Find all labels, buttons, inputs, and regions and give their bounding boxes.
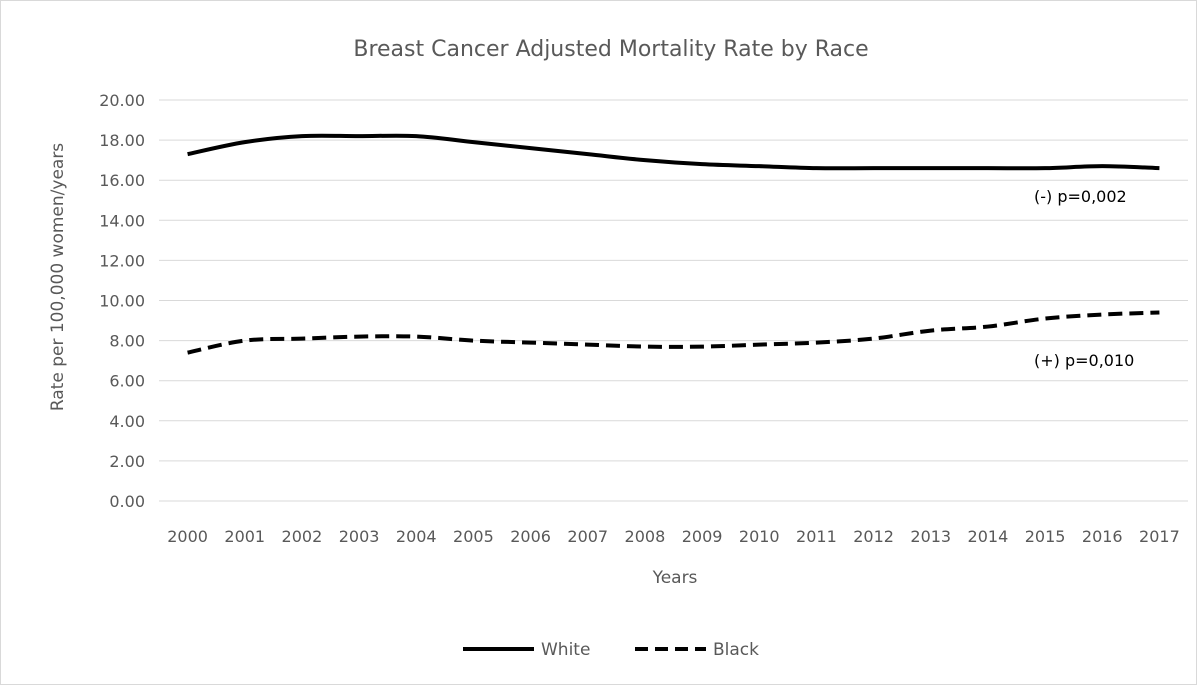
y-tick-label: 4.00 [109,412,145,431]
x-tick-label: 2003 [339,527,380,546]
chart-title: Breast Cancer Adjusted Mortality Rate by… [353,37,868,62]
y-tick-label: 0.00 [109,492,145,511]
x-tick-label: 2013 [910,527,951,546]
x-tick-label: 2011 [796,527,837,546]
x-tick-label: 2008 [625,527,666,546]
legend: White Black [463,640,759,660]
x-tick-label: 2009 [682,527,723,546]
y-tick-label: 2.00 [109,452,145,471]
series-line-black [187,310,1160,355]
x-tick-label: 2016 [1082,527,1123,546]
x-axis-title: Years [652,568,698,588]
x-tick-label: 2000 [167,527,208,546]
gridlines [159,99,1188,502]
y-axis-title: Rate per 100,000 women/years [48,143,68,411]
x-tick-label: 2012 [853,527,894,546]
y-tick-label: 20.00 [99,91,145,110]
black-pvalue-annotation: (+) p=0,010 [1034,351,1134,370]
y-tick-label: 8.00 [109,332,145,351]
x-tick-label: 2001 [224,527,265,546]
x-tick-label: 2015 [1025,527,1066,546]
y-tick-label: 6.00 [109,372,145,391]
x-tick-label: 2002 [282,527,323,546]
series-lines [187,133,1160,355]
y-tick-label: 14.00 [99,211,145,230]
y-tick-label: 18.00 [99,131,145,150]
x-tick-label: 2017 [1139,527,1180,546]
y-tick-label: 10.00 [99,292,145,311]
y-tick-labels: 0.00 2.00 4.00 6.00 8.00 10.00 12.00 14.00 16.00… [99,91,145,511]
y-tick-label: 16.00 [99,171,145,190]
white-pvalue-annotation: (-) p=0,002 [1034,187,1127,206]
x-tick-label: 2007 [567,527,608,546]
x-tick-label: 2004 [396,527,437,546]
series-line-white [187,133,1160,171]
legend-black-label: Black [713,640,759,660]
y-tick-label: 12.00 [99,251,145,270]
x-tick-label: 2014 [968,527,1009,546]
x-tick-label: 2005 [453,527,494,546]
x-tick-label: 2006 [510,527,551,546]
legend-white-label: White [541,640,590,660]
x-tick-label: 2010 [739,527,780,546]
x-tick-labels: 2000 2001 2002 2003 2004 2005 2006 2007 2008 2009… [167,527,1180,546]
